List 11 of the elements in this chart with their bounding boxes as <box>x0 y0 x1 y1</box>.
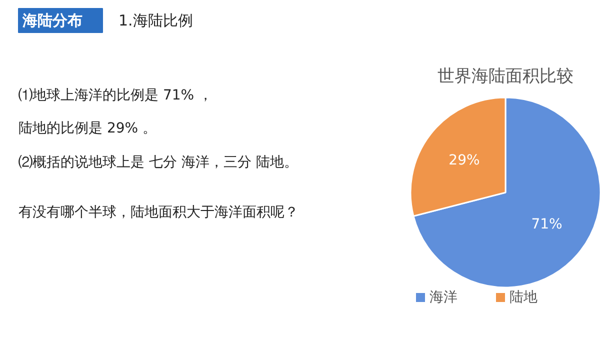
legend-label: 海洋 <box>430 290 458 306</box>
text: ⑵概括的说地球上是 七分 海洋，三分 陆地。 <box>18 154 298 170</box>
data-label: 71% <box>531 216 562 233</box>
data-label: 29% <box>448 152 480 168</box>
text: 1.海陆比例 <box>118 12 193 30</box>
text: 有没有哪个半球，陆地面积大于海洋面积呢？ <box>18 204 298 220</box>
text: 海陆分布 <box>22 12 82 30</box>
chart-title: 世界海陆面积比较 <box>438 66 574 86</box>
text: ⑴地球上海洋的比例是 71% ， <box>18 88 213 104</box>
legend-label: 陆地 <box>510 290 538 306</box>
text: 陆地的比例是 29% 。 <box>18 120 157 136</box>
